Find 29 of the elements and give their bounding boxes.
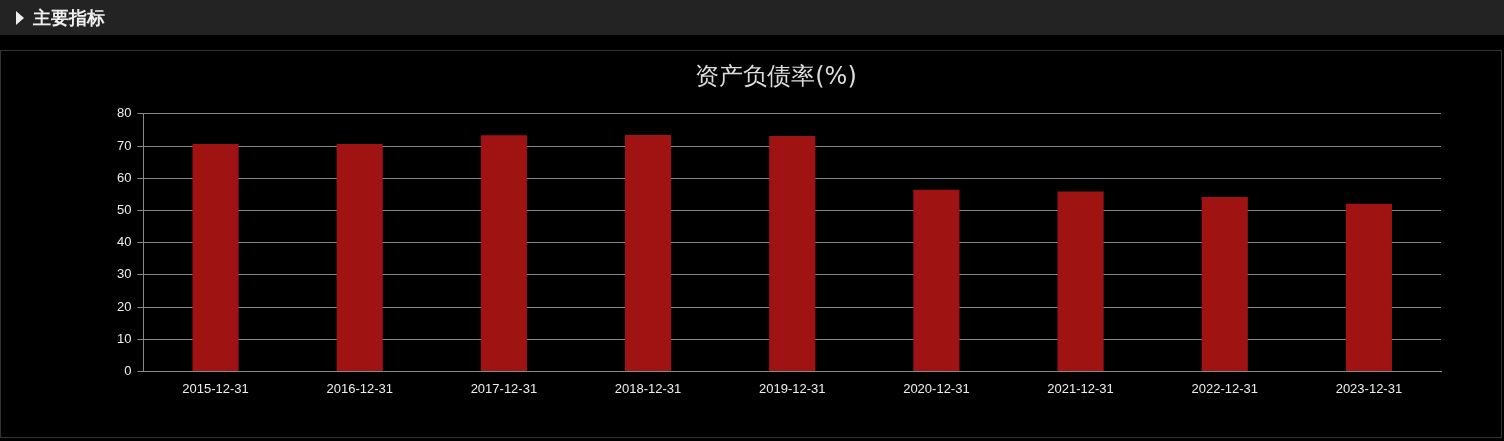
y-tick-label: 20 (116, 298, 132, 314)
y-tick-label: 30 (116, 266, 132, 282)
bar (336, 144, 383, 371)
y-tick-label: 70 (116, 137, 132, 153)
bar (1057, 191, 1104, 371)
bar (480, 135, 527, 371)
y-tick-label: 50 (116, 201, 132, 217)
chart-title: 资产负债率(%) (695, 61, 857, 90)
y-tick-label: 10 (116, 330, 132, 346)
bar (624, 135, 672, 371)
y-tick-label: 60 (116, 169, 132, 185)
y-tick-label: 40 (116, 234, 132, 250)
x-tick-label: 2016-12-31 (326, 380, 393, 396)
x-tick-label: 2023-12-31 (1335, 380, 1403, 396)
x-tick-label: 2020-12-31 (903, 380, 970, 396)
bar (769, 136, 816, 371)
bar (1201, 196, 1248, 371)
bar (192, 144, 239, 371)
y-tick-label: 0 (124, 362, 132, 378)
bar (1345, 203, 1392, 371)
bar (913, 189, 960, 371)
x-tick-label: 2017-12-31 (470, 380, 538, 396)
y-tick-label: 80 (116, 105, 132, 121)
text: 主要指标 (33, 6, 105, 30)
x-tick-label: 2021-12-31 (1047, 380, 1114, 396)
x-tick-label: 2019-12-31 (758, 380, 826, 396)
x-tick-label: 2015-12-31 (182, 380, 249, 396)
x-tick-label: 2018-12-31 (614, 380, 682, 396)
x-tick-label: 2022-12-31 (1191, 380, 1258, 396)
